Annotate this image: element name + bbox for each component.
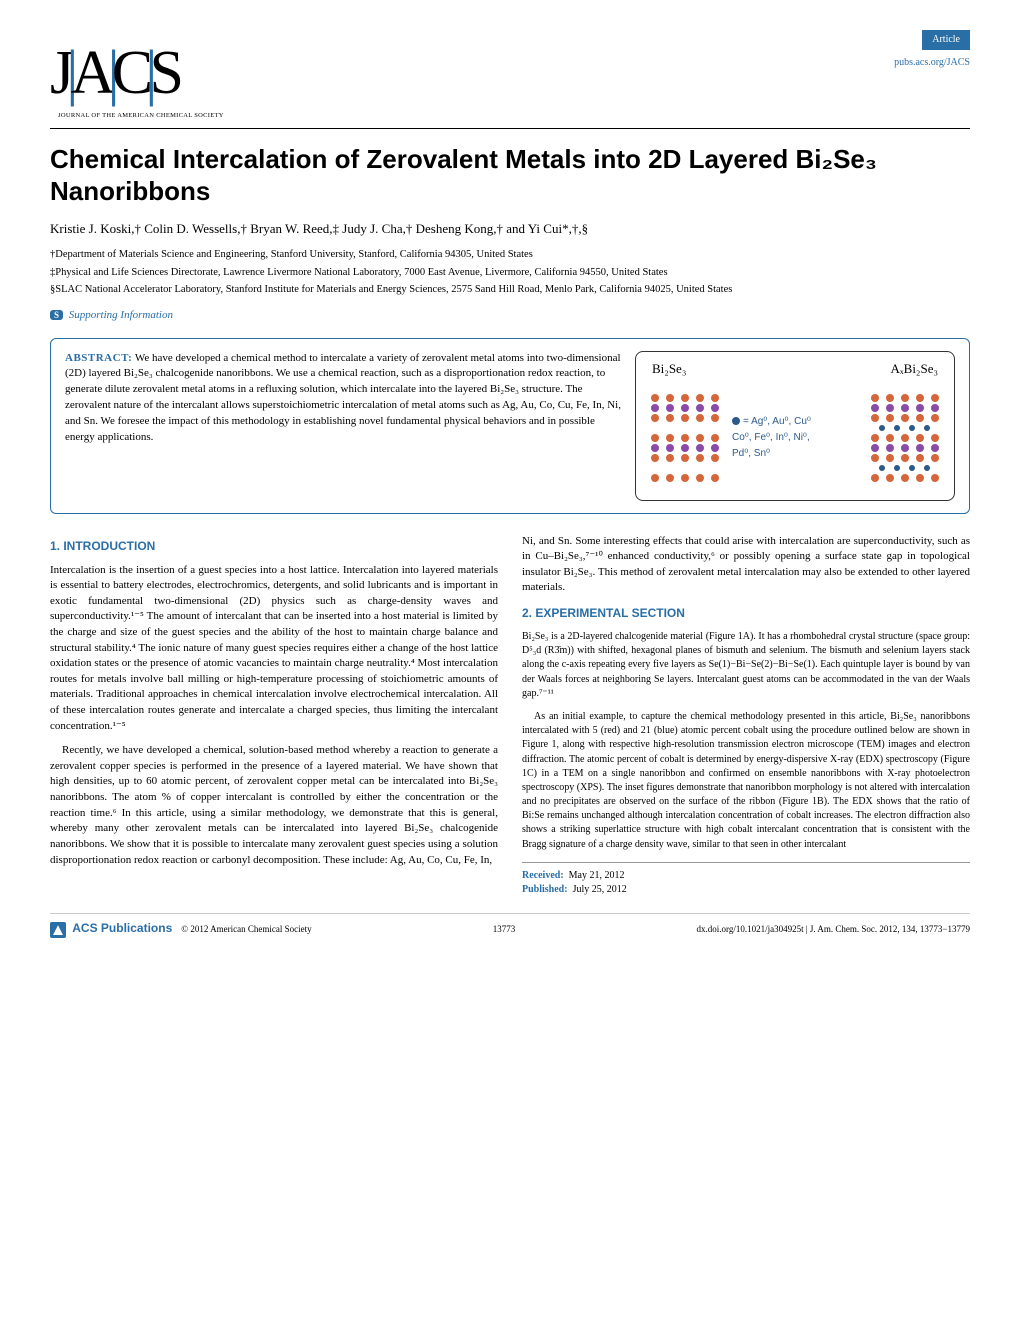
journal-subtitle: JOURNAL OF THE AMERICAN CHEMICAL SOCIETY <box>58 111 224 120</box>
column-right: Ni, and Sn. Some interesting effects tha… <box>522 534 970 898</box>
paragraph: Intercalation is the insertion of a gues… <box>50 563 498 735</box>
dates-box: Received: May 21, 2012 Published: July 2… <box>522 862 970 897</box>
published-label: Published: <box>522 884 568 895</box>
paragraph: Bi₂Se₃ is a 2D-layered chalcogenide mate… <box>522 630 970 701</box>
footer-page: 13773 <box>493 923 516 936</box>
affiliation: †Department of Materials Science and Eng… <box>50 248 970 263</box>
article-title: Chemical Intercalation of Zerovalent Met… <box>50 143 970 208</box>
affiliation: ‡Physical and Life Sciences Directorate,… <box>50 266 970 281</box>
article-badge: Article <box>922 30 970 50</box>
intercalant-dot-icon <box>732 417 740 425</box>
abstract-block: ABSTRACT: We have developed a chemical m… <box>50 338 970 514</box>
section-heading-experimental: 2. EXPERIMENTAL SECTION <box>522 605 970 622</box>
supporting-info-link[interactable]: S Supporting Information <box>50 308 970 323</box>
legend-line: Pd⁰, Sn⁰ <box>732 446 858 462</box>
supporting-info-icon: S <box>50 310 63 320</box>
abstract-label: ABSTRACT: <box>65 352 132 364</box>
body-columns: 1. INTRODUCTION Intercalation is the ins… <box>50 534 970 898</box>
pubs-link[interactable]: pubs.acs.org/JACS <box>894 56 970 70</box>
abstract-text: ABSTRACT: We have developed a chemical m… <box>65 351 621 501</box>
figure-left-label: Bi₂Se₃ <box>652 360 686 378</box>
footer-left: ACS Publications © 2012 American Chemica… <box>50 920 312 938</box>
copyright-text: © 2012 American Chemical Society <box>181 924 311 934</box>
paragraph: Ni, and Sn. Some interesting effects tha… <box>522 534 970 596</box>
abstract-figure: Bi₂Se₃ AₓBi₂Se₃ = Ag⁰, Au⁰, Cu⁰ Co⁰, Fe⁰… <box>635 351 955 501</box>
paragraph: Recently, we have developed a chemical, … <box>50 743 498 868</box>
header-right: Article pubs.acs.org/JACS <box>894 30 970 70</box>
journal-logo: J|A|C|S JOURNAL OF THE AMERICAN CHEMICAL… <box>50 30 224 120</box>
header-bar: J|A|C|S JOURNAL OF THE AMERICAN CHEMICAL… <box>50 30 970 129</box>
section-heading-intro: 1. INTRODUCTION <box>50 538 498 555</box>
footer-doi: dx.doi.org/10.1021/ja304925t | J. Am. Ch… <box>697 923 970 936</box>
figure-right-label: AₓBi₂Se₃ <box>890 360 938 378</box>
legend-line: Co⁰, Fe⁰, In⁰, Ni⁰, <box>732 430 858 446</box>
abstract-body: We have developed a chemical method to i… <box>65 352 621 444</box>
page-footer: ACS Publications © 2012 American Chemica… <box>50 913 970 938</box>
lattice-left-icon <box>644 388 726 488</box>
published-date: July 25, 2012 <box>573 884 627 895</box>
column-left: 1. INTRODUCTION Intercalation is the ins… <box>50 534 498 898</box>
authors-line: Kristie J. Koski,† Colin D. Wessells,† B… <box>50 220 970 238</box>
legend-line: = Ag⁰, Au⁰, Cu⁰ <box>743 416 811 427</box>
affiliation: §SLAC National Accelerator Laboratory, S… <box>50 283 970 298</box>
journal-letters: J|A|C|S <box>50 30 224 117</box>
acs-logo-icon <box>50 922 66 938</box>
lattice-right-icon <box>864 388 946 488</box>
figure-body: = Ag⁰, Au⁰, Cu⁰ Co⁰, Fe⁰, In⁰, Ni⁰, Pd⁰,… <box>644 384 946 492</box>
received-date: May 21, 2012 <box>569 870 625 881</box>
received-label: Received: <box>522 870 564 881</box>
acs-publications-label: ACS Publications <box>72 921 172 935</box>
figure-legend: = Ag⁰, Au⁰, Cu⁰ Co⁰, Fe⁰, In⁰, Ni⁰, Pd⁰,… <box>732 414 858 462</box>
paragraph: As an initial example, to capture the ch… <box>522 710 970 852</box>
supporting-info-label: Supporting Information <box>69 309 173 321</box>
figure-labels: Bi₂Se₃ AₓBi₂Se₃ <box>644 360 946 378</box>
